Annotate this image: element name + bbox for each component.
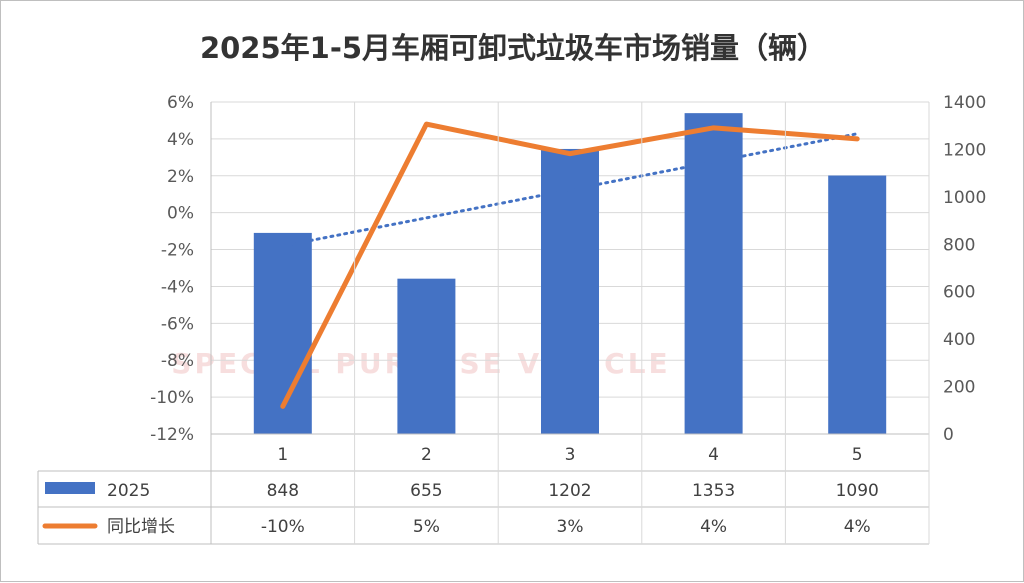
table-cell: 4% [700, 517, 727, 537]
left-tick-label: -2% [161, 241, 194, 261]
left-tick-label: 6% [167, 93, 194, 113]
left-tick-label: 0% [167, 204, 194, 224]
legend-label: 同比增长 [107, 517, 175, 537]
left-tick-label: -8% [161, 351, 194, 371]
category-label: 4 [708, 445, 719, 465]
bar [684, 113, 743, 434]
category-label: 5 [852, 445, 863, 465]
table-cell: 1090 [836, 481, 879, 501]
right-tick-label: 0 [943, 425, 954, 445]
left-tick-label: -6% [161, 314, 194, 334]
table-cell: 655 [410, 481, 442, 501]
left-tick-label: -10% [150, 388, 194, 408]
right-tick-label: 600 [943, 283, 975, 303]
table-cell: 848 [267, 481, 299, 501]
table-cell: 3% [557, 517, 584, 537]
legend-swatch-bar [45, 482, 95, 494]
table-cell: 4% [844, 517, 871, 537]
right-tick-label: 1000 [943, 188, 986, 208]
table-cell: 1353 [692, 481, 735, 501]
category-label: 1 [277, 445, 288, 465]
left-tick-label: 4% [167, 130, 194, 150]
table-cell: 5% [413, 517, 440, 537]
right-tick-label: 200 [943, 378, 975, 398]
table-cell: 1202 [548, 481, 591, 501]
table-cell: -10% [261, 517, 305, 537]
trendline-path [281, 132, 859, 248]
left-tick-label: 2% [167, 167, 194, 187]
left-tick-label: -4% [161, 277, 194, 297]
category-label: 2 [421, 445, 432, 465]
bar-series [253, 113, 887, 434]
bar [828, 175, 887, 434]
chart-title: 2025年1-5月车厢可卸式垃圾车市场销量（辆） [200, 31, 826, 65]
bar [397, 278, 456, 434]
right-tick-label: 1400 [943, 93, 986, 113]
right-axis-ticks: 1400 1200 1000 800 600 400 200 0 [943, 93, 986, 445]
right-tick-label: 800 [943, 235, 975, 255]
category-label: 3 [565, 445, 576, 465]
trendline [281, 132, 859, 248]
left-tick-label: -12% [150, 425, 194, 445]
legend-label: 2025 [107, 481, 150, 501]
bar [541, 148, 599, 434]
right-tick-label: 400 [943, 330, 975, 350]
line-series [280, 121, 860, 409]
right-tick-label: 1200 [943, 140, 986, 160]
bar [253, 232, 312, 434]
data-table: 1 2 3 4 5 2025 848 655 1202 1353 1090 同比增长 -10% 5% 3% 4… [37, 102, 930, 545]
growth-line [280, 121, 860, 409]
left-axis-ticks: 6% 4% 2% 0% -2% -4% -6% -8% -10% -12% [150, 93, 194, 445]
